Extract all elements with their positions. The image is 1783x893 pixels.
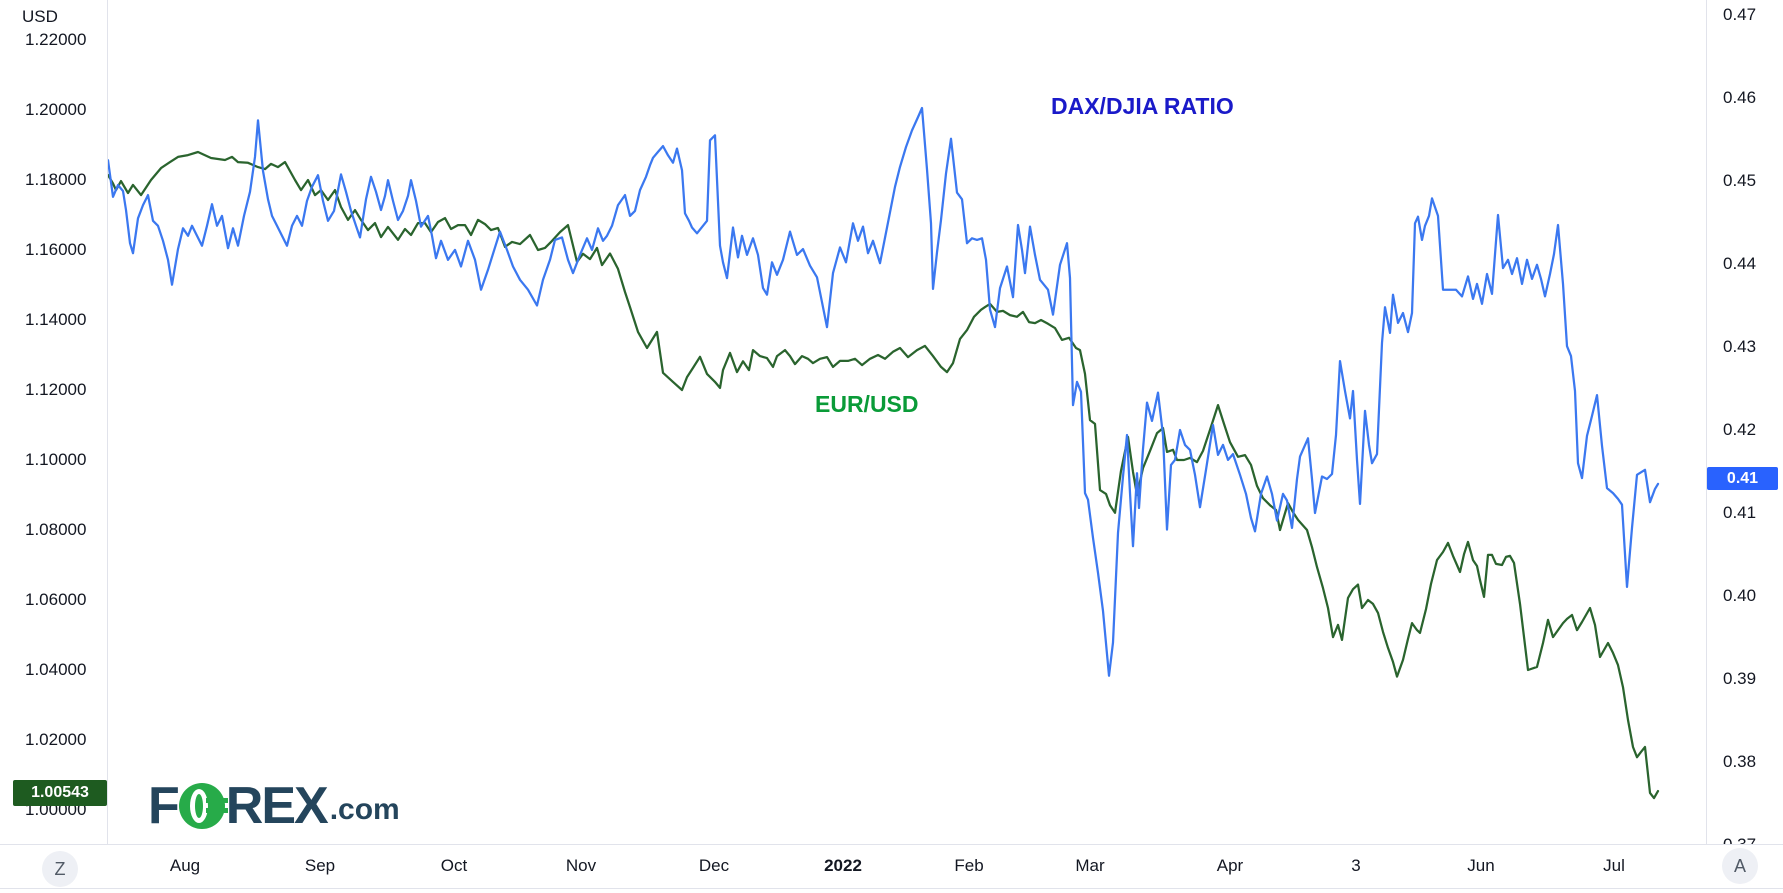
axis-tick-label: 0.41 — [1723, 503, 1757, 522]
chart-pane[interactable]: DAX/DJIA RATIO EUR/USD F REX .com — [108, 0, 1706, 843]
price-lines-svg — [108, 106, 1660, 800]
axis-tick-label: 0.44 — [1723, 254, 1757, 273]
axis-tick-label: 1.20000 — [25, 100, 87, 119]
axis-tick-label: 1.04000 — [25, 660, 87, 679]
axis-tick-label: 0.38 — [1723, 752, 1757, 771]
timezone-button[interactable]: Z — [42, 851, 78, 887]
axis-tick-label: 0.47 — [1723, 5, 1757, 24]
left-axis-currency-title: USD — [22, 7, 58, 26]
time-tick-label: Aug — [169, 856, 201, 875]
time-tick-label: Sep — [304, 856, 336, 875]
axis-tick-label: 0.46 — [1723, 88, 1757, 107]
logo-o-icon — [178, 783, 228, 829]
axis-tick-label: 0.45 — [1723, 171, 1757, 190]
eurusd-series-label: EUR/USD — [815, 391, 919, 417]
axis-tick-label: 0.42 — [1723, 420, 1757, 439]
time-tick-label: Dec — [698, 856, 730, 875]
time-tick-label: Jul — [1603, 856, 1625, 875]
axis-tick-label: 0.40 — [1723, 586, 1757, 605]
time-tick-label: Mar — [1075, 856, 1105, 875]
ratio-series-label: DAX/DJIA RATIO — [1051, 93, 1234, 119]
axis-tick-label: 1.02000 — [25, 730, 87, 749]
right-price-axis[interactable]: 0.47 0.46 0.45 0.44 0.43 0.42 0.41 0.40 0.39 0.38… — [1706, 0, 1783, 887]
axis-tick-label: 1.12000 — [25, 380, 87, 399]
logo-suffix: .com — [329, 793, 400, 826]
logo-letters-rex: REX — [225, 777, 329, 835]
axis-tick-label: 1.08000 — [25, 520, 87, 539]
axis-tick-label: 1.06000 — [25, 590, 87, 609]
time-tick-label: 3 — [1351, 856, 1361, 875]
axis-tick-label: 1.22000 — [25, 30, 87, 49]
forex-com-logo: F REX .com — [148, 777, 400, 835]
axis-tick-label: 0.43 — [1723, 337, 1757, 356]
time-tick-label: Apr — [1216, 856, 1244, 875]
axis-tick-label: 1.16000 — [25, 240, 87, 259]
left-price-axis[interactable]: USD 1.22000 1.20000 1.18000 1.16000 1.14000 1… — [0, 0, 108, 887]
dax-djia-ratio-line — [108, 106, 1660, 677]
eurusd-last-price-badge: 1.00543 — [13, 780, 107, 806]
time-tick-label: Feb — [954, 856, 984, 875]
axis-tick-label: 1.14000 — [25, 310, 87, 329]
time-axis[interactable]: Aug Sep Oct Nov Dec 2022 Feb Mar Apr 3 Jun Jul — [0, 844, 1783, 889]
logo-letter-f: F — [148, 777, 180, 835]
time-tick-label: 2022 — [824, 856, 862, 875]
time-tick-label: Nov — [565, 856, 597, 875]
axis-tick-label: 1.10000 — [25, 450, 87, 469]
ratio-last-price-badge: 0.41 — [1707, 467, 1778, 490]
axis-tick-label: 0.39 — [1723, 669, 1757, 688]
time-tick-label: Jun — [1467, 856, 1495, 875]
axis-tick-label: 1.18000 — [25, 170, 87, 189]
auto-scale-button[interactable]: A — [1722, 848, 1758, 884]
time-tick-label: Oct — [440, 856, 468, 875]
